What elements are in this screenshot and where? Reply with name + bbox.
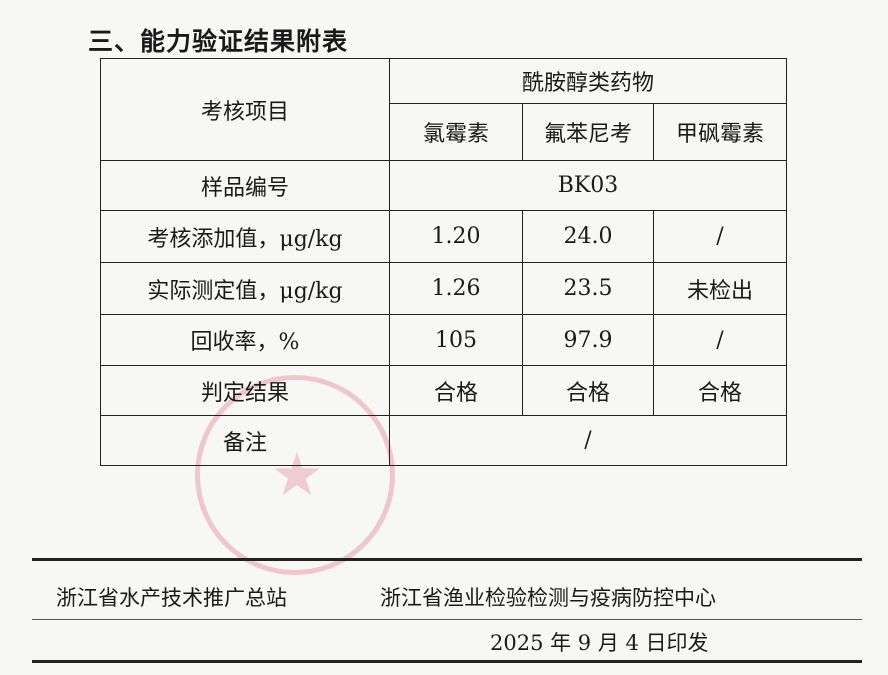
row-label: 回收率，% [100,314,390,366]
footer-top-rule [32,558,862,561]
cell: / [653,210,787,263]
table-row: 判定结果 合格 合格 合格 [100,365,787,416]
group-header: 酰胺醇类药物 [389,58,787,104]
cell: 97.9 [522,314,654,366]
footer-bottom-rule [32,660,862,663]
cell: / [653,314,787,366]
sample-label: 样品编号 [100,160,390,211]
row-label: 实际测定值，μg/kg [100,262,390,315]
results-table: 考核项目 酰胺醇类药物 氯霉素 氟苯尼考 甲砜霉素 样品编号 BK03 考核添加… [100,58,787,466]
issuer-org-2: 浙江省渔业检验检测与疫病防控中心 [380,586,716,610]
cell: 合格 [389,365,523,416]
sample-value: BK03 [389,160,787,211]
table-row: 回收率，% 105 97.9 / [100,314,787,366]
drug-header: 甲砜霉素 [653,103,787,161]
footer-divider [32,619,862,620]
table-row: 实际测定值，μg/kg 1.26 23.5 未检出 [100,262,787,315]
remark-label: 备注 [100,415,390,466]
row-label: 判定结果 [100,365,390,416]
remark-value: / [389,415,787,466]
cell: 105 [389,314,523,366]
row-label: 考核添加值，μg/kg [100,210,390,263]
cell: 23.5 [522,262,654,315]
drug-header: 氯霉素 [389,103,523,161]
item-header: 考核项目 [100,58,390,161]
cell: 未检出 [653,262,787,315]
cell: 合格 [522,365,654,416]
cell: 24.0 [522,210,654,263]
cell: 合格 [653,365,787,416]
cell: 1.26 [389,262,523,315]
issuer-org-1: 浙江省水产技术推广总站 [56,586,287,610]
drug-header: 氟苯尼考 [522,103,654,161]
cell: 1.20 [389,210,523,263]
issue-date: 2025 年 9 月 4 日印发 [490,631,709,655]
table-row: 考核添加值，μg/kg 1.20 24.0 / [100,210,787,263]
section-heading: 三、能力验证结果附表 [88,27,349,56]
